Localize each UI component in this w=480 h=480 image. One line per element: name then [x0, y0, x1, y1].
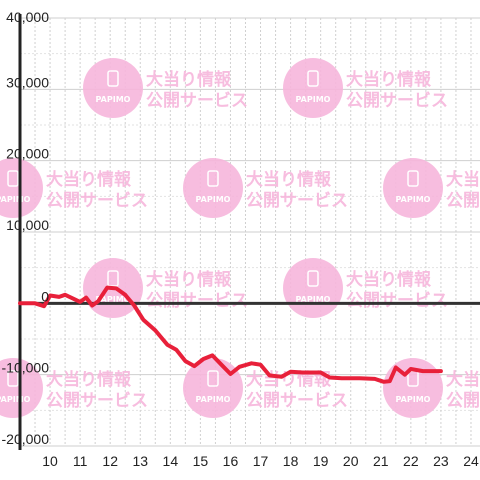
x-tick-label: 18	[283, 453, 299, 469]
y-tick-label: 10,000	[6, 217, 49, 233]
chart-series	[18, 285, 443, 384]
watermark-logo-text: PAPIMO	[196, 395, 231, 404]
watermark-logo-text: PAPIMO	[96, 295, 131, 304]
y-tick-label: 20,000	[6, 146, 49, 162]
watermark-logo-text: PAPIMO	[396, 195, 431, 204]
watermark-line1: 大当り情報	[46, 369, 132, 390]
watermark-line1: 大当り情報	[446, 169, 480, 190]
watermark-line2: 公開サービス	[146, 291, 248, 311]
x-tick-label: 22	[403, 453, 419, 469]
watermark-logo-circle	[183, 158, 243, 218]
watermark-logo-text: PAPIMO	[296, 295, 331, 304]
y-tick-label: 30,000	[6, 74, 49, 90]
watermark-line2: 公開サービス	[446, 391, 480, 411]
x-tick-label: 24	[463, 453, 479, 469]
x-tick-label: 13	[132, 453, 148, 469]
x-tick-label: 14	[163, 453, 179, 469]
watermark-line1: 大当り情報	[346, 69, 432, 90]
watermark-logo-circle	[283, 258, 343, 318]
y-axis-tick-labels: 40,000 30,000 20,000 10,000 0 -10,000 -20,000	[2, 9, 50, 447]
x-tick-label: 12	[102, 453, 118, 469]
x-axis-tick-labels: 10 11 12 13 14 15 16 17 18 19 20 21 22 23 24	[42, 453, 479, 469]
watermark-logo-text: PAPIMO	[96, 95, 131, 104]
watermark-line1: 大当り情報	[346, 269, 432, 290]
watermark-line1: 大当り情報	[146, 269, 232, 290]
watermark-line2: 公開サービス	[46, 391, 148, 411]
phone-icon	[407, 170, 419, 187]
y-tick-label: -10,000	[2, 360, 50, 376]
x-tick-label: 17	[253, 453, 269, 469]
x-tick-label: 16	[223, 453, 239, 469]
y-tick-label: 0	[41, 288, 49, 304]
x-tick-label: 10	[42, 453, 58, 469]
watermark-line1: 大当り情報	[46, 169, 132, 190]
y-tick-label: 40,000	[6, 9, 49, 25]
phone-icon	[7, 170, 19, 187]
x-tick-label: 19	[313, 453, 329, 469]
watermark-line2: 公開サービス	[246, 191, 348, 211]
watermark-line2: 公開サービス	[346, 91, 448, 111]
watermark-logo-text: PAPIMO	[196, 195, 231, 204]
x-tick-label: 23	[433, 453, 449, 469]
phone-icon	[307, 270, 319, 287]
watermark-logo-circle	[383, 358, 443, 418]
x-tick-label: 21	[373, 453, 389, 469]
phone-icon	[7, 370, 19, 387]
watermark-line1: 大当り情報	[446, 369, 480, 390]
watermark-logo-text: PAPIMO	[296, 95, 331, 104]
phone-icon	[207, 370, 219, 387]
watermark-logo-text: PAPIMO	[396, 395, 431, 404]
phone-icon	[107, 70, 119, 87]
phone-icon	[207, 170, 219, 187]
x-tick-label: 20	[343, 453, 359, 469]
watermark-logo-circle	[83, 58, 143, 118]
watermark-line2: 公開サービス	[46, 191, 148, 211]
phone-icon	[107, 270, 119, 287]
watermark-line1: 大当り情報	[146, 69, 232, 90]
watermark-logo-text: PAPIMO	[0, 395, 31, 404]
watermark-line2: 公開サービス	[346, 291, 448, 311]
y-tick-label: -20,000	[2, 431, 50, 447]
series-line	[18, 285, 443, 384]
watermark-line2: 公開サービス	[146, 91, 248, 111]
watermark-layer: PAPIMO大当り情報公開サービスPAPIMO大当り情報公開サービスPAPIMO…	[0, 58, 480, 418]
watermark-logo-circle	[283, 58, 343, 118]
phone-icon	[307, 70, 319, 87]
watermark-line1: 大当り情報	[246, 169, 332, 190]
x-tick-label: 11	[73, 453, 88, 469]
watermark-logo-circle	[383, 158, 443, 218]
watermark-line2: 公開サービス	[446, 191, 480, 211]
x-tick-label: 15	[193, 453, 209, 469]
watermark-line2: 公開サービス	[246, 391, 348, 411]
watermark-logo-text: PAPIMO	[0, 195, 31, 204]
